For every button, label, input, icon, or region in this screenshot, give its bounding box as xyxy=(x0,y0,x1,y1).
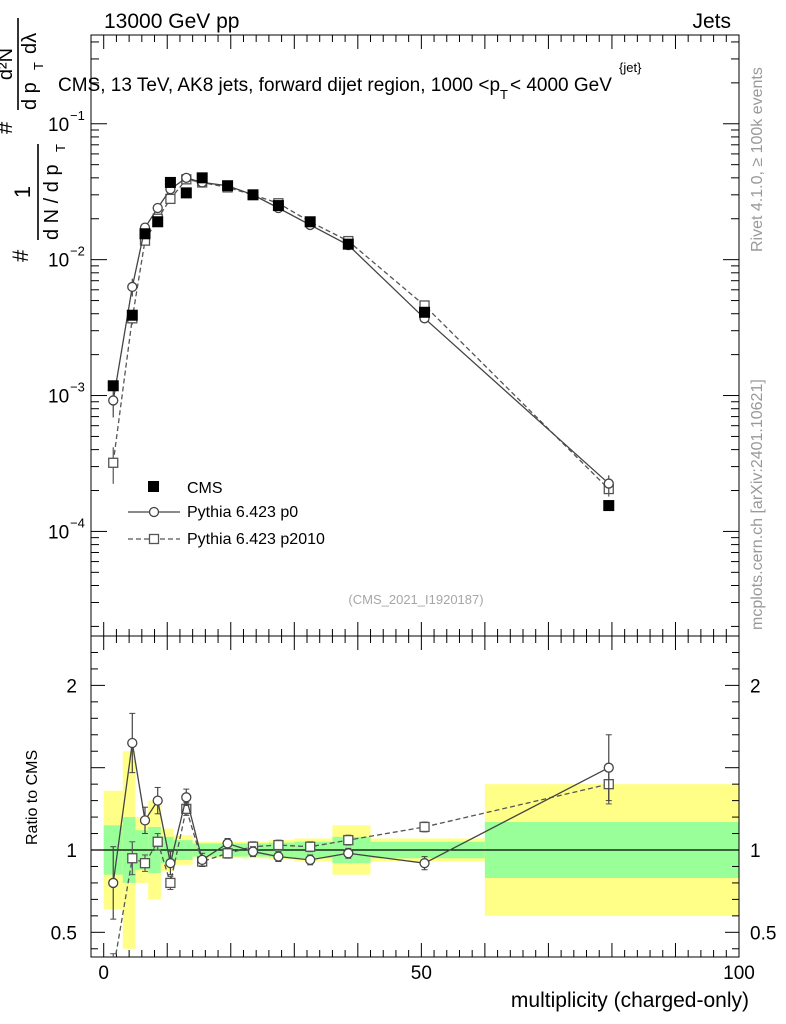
series-1-point-3 xyxy=(152,202,163,214)
ratio-2-point-2 xyxy=(139,858,151,869)
cms-point-6 xyxy=(196,172,208,184)
y-tick-label-exp-1: −2 xyxy=(70,244,85,259)
header-category: Jets xyxy=(692,10,731,33)
ylabel-hash-2: # xyxy=(0,121,17,134)
cms-point-0 xyxy=(107,380,119,392)
ylabel-hash-1: # xyxy=(8,249,33,262)
ylabel-one: 1 xyxy=(10,186,35,198)
legend: CMS Pythia 6.423 p0 Pythia 6.423 p2010 xyxy=(128,480,325,548)
series-1-point-13 xyxy=(603,478,614,489)
cms-point-1 xyxy=(126,309,138,321)
header-energy: 13000 GeV pp xyxy=(104,10,239,33)
plot-title-sub-T: T xyxy=(500,87,508,102)
ratio-2-point-1 xyxy=(127,853,138,864)
x-tick-label-0: 0 xyxy=(98,963,109,984)
ratio-1-point-0 xyxy=(108,877,119,889)
ylabel-dn: d N / d p xyxy=(41,164,63,240)
plot-title-sup-jet: {jet} xyxy=(619,60,642,75)
ratio-y-tick-label-right-1: 1 xyxy=(750,841,761,862)
x-tick-label-2: 100 xyxy=(723,963,755,984)
ratio-1-point-5 xyxy=(181,792,192,803)
ratio-1-point-13 xyxy=(603,762,614,773)
cms-point-10 xyxy=(304,216,316,228)
ratio-y-tick-label-right-2: 0.5 xyxy=(750,923,776,944)
ratio-1-point-1 xyxy=(127,737,138,749)
y-tick-label-0: 10 xyxy=(48,115,69,136)
ratio-2-point-7 xyxy=(222,848,233,859)
series-2-point-0 xyxy=(108,457,119,468)
ratio-1-point-4 xyxy=(165,858,176,869)
cms-point-12 xyxy=(419,306,431,318)
ratio-2-point-0 xyxy=(109,966,118,975)
cms-point-2 xyxy=(139,228,151,240)
main-plot-marks xyxy=(107,172,615,512)
ylabel-t-2: T xyxy=(31,62,46,70)
ratio-plot-marks xyxy=(108,712,614,975)
ylabel-t-1: T xyxy=(53,144,68,152)
ratio-1-point-12 xyxy=(419,858,430,869)
ratio-y-tick-label-left-2: 0.5 xyxy=(51,923,77,944)
legend-marker-cms xyxy=(148,481,159,492)
cms-point-13 xyxy=(603,500,615,512)
y-tick-label-exp-0: −1 xyxy=(70,108,85,123)
ratio-2-point-9 xyxy=(273,839,284,851)
ylabel-d2n: d²N xyxy=(0,48,17,80)
y-tick-label-exp-3: −4 xyxy=(70,515,85,530)
series-line-2 xyxy=(112,178,610,490)
cms-point-4 xyxy=(164,176,176,188)
ratio-2-point-4 xyxy=(165,877,176,889)
plot-title-main: CMS, 13 TeV, AK8 jets, forward dijet reg… xyxy=(58,75,500,96)
cms-point-9 xyxy=(272,200,284,212)
ratio-1-point-2 xyxy=(139,815,151,826)
cms-point-11 xyxy=(342,238,354,250)
series-1-point-1 xyxy=(127,281,138,293)
ratio-1-point-11 xyxy=(343,848,354,859)
x-axis-label: multiplicity (charged-only) xyxy=(511,989,749,1012)
legend-label-p0: Pythia 6.423 p0 xyxy=(187,504,298,521)
ratio-y-tick-label-left-1: 1 xyxy=(66,841,77,862)
ratio-y-tick-label-left-0: 2 xyxy=(66,676,77,697)
ylabel-dlambda: dλ xyxy=(19,33,41,54)
y-tick-label-2: 10 xyxy=(48,387,69,408)
side-rivet-label: Rivet 4.1.0, ≥ 100k events xyxy=(749,67,766,252)
y-tick-label-1: 10 xyxy=(48,251,69,272)
ratio-plot-frame xyxy=(90,635,740,958)
ratio-2-point-3 xyxy=(152,836,163,847)
ratio-1-point-3 xyxy=(152,795,163,806)
ratio-2-point-12 xyxy=(419,821,430,833)
side-mcplots-label: mcplots.cern.ch [arXiv:2401.10621] xyxy=(749,379,766,630)
series-1-point-5 xyxy=(181,172,192,183)
ylabel-dpt: d p xyxy=(19,82,41,110)
cms-point-8 xyxy=(247,189,259,201)
series-line-1 xyxy=(112,177,610,485)
ratio-1-point-9 xyxy=(273,851,284,862)
ratio-1-point-10 xyxy=(305,854,316,866)
legend-marker-p2010 xyxy=(148,533,160,545)
analysis-watermark: (CMS_2021_I1920187) xyxy=(348,592,483,607)
legend-label-cms: CMS xyxy=(187,480,223,497)
legend-label-p2010: Pythia 6.423 p2010 xyxy=(187,531,325,548)
x-tick-label-1: 50 xyxy=(411,963,432,984)
ratio-2-point-10 xyxy=(305,841,316,852)
ratio-1-point-8 xyxy=(247,846,259,857)
ratio-1-point-7 xyxy=(222,838,233,849)
y-axis-label: # 1 d N / d p T # d²N d p T dλ xyxy=(0,18,68,262)
series-1-point-0 xyxy=(108,395,119,406)
cms-point-5 xyxy=(180,187,192,199)
plot-title: CMS, 13 TeV, AK8 jets, forward dijet reg… xyxy=(58,75,612,102)
ratio-y-label: Ratio to CMS xyxy=(24,750,41,845)
series-2-point-4 xyxy=(165,193,176,205)
ratio-y-tick-label-right-0: 2 xyxy=(750,676,761,697)
ratio-1-point-6 xyxy=(197,854,208,866)
cms-point-3 xyxy=(152,216,164,228)
axis-ticks xyxy=(91,35,740,957)
ratio-2-point-11 xyxy=(343,834,354,846)
plot-title-end: < 4000 GeV xyxy=(510,75,612,96)
y-tick-label-exp-2: −3 xyxy=(70,380,85,395)
cms-point-7 xyxy=(222,180,234,192)
legend-marker-p0 xyxy=(148,506,160,518)
y-tick-label-3: 10 xyxy=(48,522,69,543)
